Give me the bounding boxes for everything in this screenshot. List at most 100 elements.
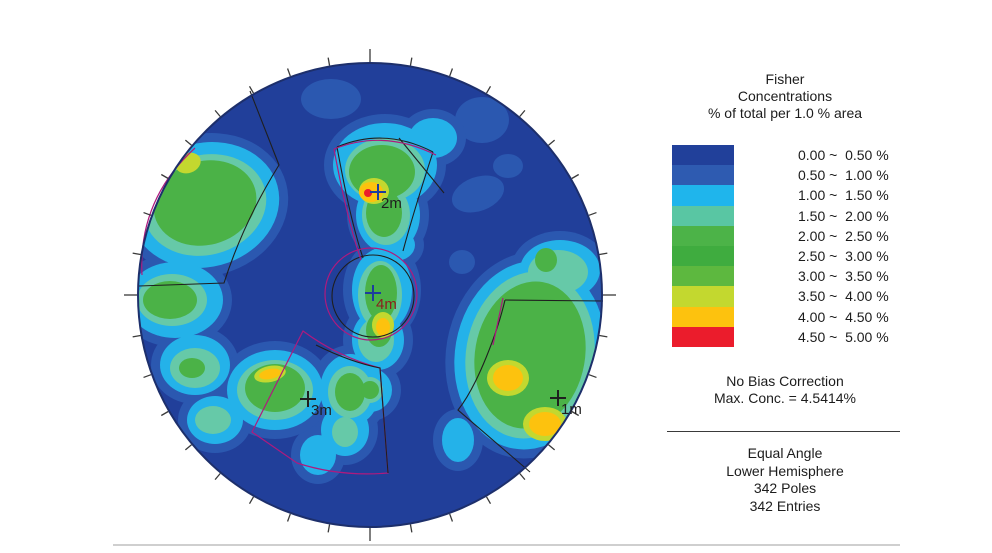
legend-bin-row: 0.00 ~ 0.50 % — [672, 145, 889, 166]
legend-bin-swatch — [672, 326, 734, 347]
legend-bin-row: 3.00 ~ 3.50 % — [672, 266, 889, 287]
density-blob — [451, 175, 505, 213]
legend-bin-label: 2.50 ~ 3.00 % — [798, 248, 889, 265]
perimeter-tick — [409, 524, 413, 533]
set-window-outline — [492, 297, 504, 346]
perimeter-tick — [184, 444, 192, 451]
perimeter-ticks — [124, 49, 616, 541]
perimeter-tick — [449, 68, 454, 77]
density-blob — [493, 154, 523, 178]
legend-bin-label: 3.50 ~ 4.00 % — [798, 288, 889, 305]
perimeter-tick — [132, 334, 141, 338]
density-blob — [195, 406, 231, 434]
perimeter-tick — [571, 410, 580, 417]
density-blob — [153, 160, 257, 246]
legend-footer-line: Equal Angle — [747, 445, 823, 461]
perimeter-tick — [409, 57, 413, 66]
density-blob — [535, 248, 557, 272]
density-blob — [179, 358, 205, 378]
density-blob — [455, 97, 509, 143]
density-blob — [335, 373, 365, 411]
legend-bin-label: 0.00 ~ 0.50 % — [798, 147, 889, 164]
perimeter-tick — [588, 374, 597, 379]
legend-bin-label: 1.50 ~ 2.00 % — [798, 207, 889, 224]
perimeter-tick — [519, 109, 526, 117]
perimeter-tick — [248, 496, 255, 505]
density-blob — [259, 368, 281, 380]
legend-bin-row: 4.50 ~ 5.00 % — [672, 326, 889, 347]
set-windows — [138, 90, 604, 475]
density-blob — [143, 281, 197, 319]
density-blob — [493, 365, 523, 391]
legend-bin-row: 4.00 ~ 4.50 % — [672, 306, 889, 327]
set-marker-label-3m: 3m — [311, 402, 332, 419]
perimeter-tick — [214, 473, 221, 481]
legend-bin-swatch — [672, 286, 734, 307]
legend-footer-line: 342 Poles — [753, 480, 817, 496]
perimeter-tick — [548, 444, 556, 451]
density-blob — [361, 381, 379, 399]
perimeter-tick — [143, 211, 152, 216]
set-window-outline — [336, 146, 364, 259]
set-window-outline — [141, 147, 196, 276]
legend-title-line: Fisher — [765, 71, 805, 87]
perimeter-tick — [214, 109, 221, 117]
legend-bin-label: 3.00 ~ 3.50 % — [798, 268, 889, 285]
set-marker-label-1m: 1m — [561, 401, 582, 418]
set-window-outline — [398, 137, 445, 194]
legend-footer: Equal Angle Lower Hemisphere 342 Poles 342 … — [640, 445, 930, 515]
legend-note-line: No Bias Correction — [726, 373, 844, 389]
perimeter-tick — [548, 139, 556, 146]
legend-bin-row: 2.00 ~ 2.50 % — [672, 225, 889, 246]
perimeter-tick — [286, 513, 291, 522]
density-blob — [332, 417, 358, 447]
legend-bin-row: 2.50 ~ 3.00 % — [672, 245, 889, 267]
perimeter-tick — [143, 374, 152, 379]
perimeter-tick — [571, 173, 580, 180]
stereonet-plot: 1m 2m 3m 4m — [124, 49, 616, 541]
legend-note-line: Max. Conc. = 4.5414% — [713, 390, 857, 406]
legend-bin-swatch — [672, 145, 734, 166]
density-blob — [300, 435, 336, 475]
density-blob — [529, 412, 561, 436]
perimeter-tick — [248, 85, 255, 94]
legend-bin-swatch — [672, 225, 734, 246]
set-window-outline — [324, 247, 418, 341]
legend-title-line: Concentrations — [737, 88, 833, 104]
legend-bin-label: 1.00 ~ 1.50 % — [798, 187, 889, 204]
legend-footer-line: 342 Entries — [749, 497, 821, 514]
density-blob — [449, 250, 475, 274]
legend-bin-label: 4.00 ~ 4.50 % — [798, 308, 889, 325]
stereonet-rim — [137, 62, 603, 528]
perimeter-tick — [160, 410, 169, 417]
legend-bin-label: 4.50 ~ 5.00 % — [798, 328, 889, 345]
set-window-outline — [251, 330, 389, 475]
legend-separator — [667, 431, 900, 432]
density-blob — [581, 418, 602, 440]
legend-bin-swatch — [672, 306, 734, 327]
legend-bin-row: 3.50 ~ 4.00 % — [672, 286, 889, 307]
density-blob — [301, 79, 361, 119]
legend-bin-row: 1.50 ~ 2.00 % — [672, 205, 889, 226]
legend-bins: 0.00 ~ 0.50 % 0.50 ~ 1.00 % 1.00 ~ 1.50 % 1… — [672, 145, 889, 347]
legend-bin-row: 1.00 ~ 1.50 % — [672, 185, 889, 206]
window-bottom-border — [113, 544, 900, 546]
density-blob — [442, 418, 474, 462]
perimeter-tick — [599, 252, 608, 256]
legend-bin-row: 0.50 ~ 1.00 % — [672, 165, 889, 186]
set-window-outline — [457, 299, 531, 473]
legend-bin-swatch — [672, 266, 734, 287]
set-markers: 1m 2m 3m 4m — [300, 184, 582, 419]
set-window-outline — [138, 90, 280, 287]
set-window-outline — [402, 151, 434, 252]
legend-title: Fisher Concentrations% of total per 1.0 %… — [640, 71, 930, 122]
perimeter-tick — [132, 252, 141, 256]
set-window-outline — [315, 344, 389, 474]
legend-bin-label: 0.50 ~ 1.00 % — [798, 167, 889, 184]
perimeter-tick — [485, 496, 492, 505]
legend-title-line: % of total per 1.0 % area — [707, 105, 863, 121]
perimeter-tick — [160, 173, 169, 180]
legend-panel: Fisher Concentrations% of total per 1.0 %… — [640, 0, 940, 553]
set-window-outline — [331, 254, 415, 338]
